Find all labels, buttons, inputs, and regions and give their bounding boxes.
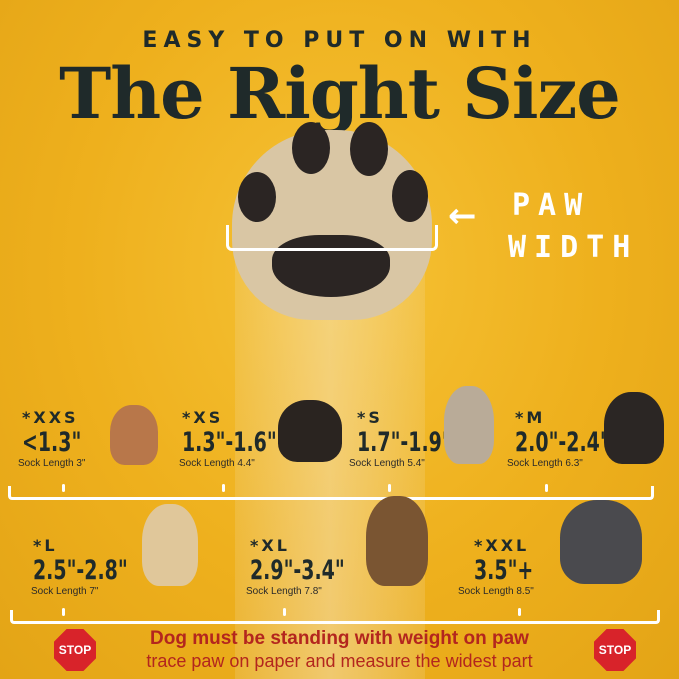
size-scale-row2: [10, 610, 660, 624]
toe-pad: [292, 122, 330, 174]
main-pad: [272, 235, 390, 297]
warning-line2: trace paw on paper and measure the wides…: [146, 651, 533, 671]
size-l: *L 2.5"-2.8" Sock Length 7": [31, 536, 154, 597]
size-xxs: *XXS <1.3" Sock Length 3": [18, 408, 98, 469]
tick: [545, 484, 548, 492]
size-range: 2.5"-2.8": [33, 555, 128, 586]
width-label: WIDTH: [508, 230, 639, 265]
sock-length: Sock Length 5.4": [349, 458, 425, 469]
size-label: *XL: [250, 536, 290, 555]
size-range: 2.0"-2.4": [515, 427, 610, 458]
paw-width-bracket: [226, 225, 438, 251]
stop-sign-icon: STOP: [594, 629, 636, 671]
dog-image-german-shepherd: [366, 496, 428, 586]
dog-image-chihuahua: [110, 405, 158, 465]
toe-pad: [350, 122, 388, 176]
toe-pad: [392, 170, 428, 222]
sock-length: Sock Length 3": [18, 458, 86, 469]
size-label: *XS: [182, 408, 224, 427]
size-s: *S 1.7"-1.9" Sock Length 5.4": [349, 408, 478, 469]
size-label: *L: [33, 536, 58, 555]
page-title: The Right Size: [59, 52, 621, 135]
kicker-text: EASY TO PUT ON WITH: [142, 28, 537, 53]
size-xxl: *XXL 3.5"+ Sock Length 8.5": [458, 536, 550, 597]
tick: [62, 608, 65, 616]
dog-image-golden-retriever: [142, 504, 198, 586]
stop-sign-icon: STOP: [54, 629, 96, 671]
size-label: *XXL: [474, 536, 530, 555]
size-scale-row1: [8, 486, 654, 500]
size-range: 2.9"-3.4": [250, 555, 345, 586]
dog-image-yorkie: [278, 400, 342, 462]
toe-pad: [238, 172, 276, 222]
size-label: *S: [357, 408, 383, 427]
arrow-left-icon: ←: [448, 196, 477, 236]
sock-length: Sock Length 6.3": [507, 458, 583, 469]
size-xl: *XL 2.9"-3.4" Sock Length 7.8": [246, 536, 371, 597]
size-label: *M: [515, 408, 546, 427]
dog-image-bernese: [604, 392, 664, 464]
size-range: 1.3"-1.6": [182, 427, 277, 458]
tick: [518, 608, 521, 616]
tick: [222, 484, 225, 492]
paw-image: [232, 122, 432, 320]
sock-length: Sock Length 8.5": [458, 586, 534, 597]
tick: [388, 484, 391, 492]
size-xs: *XS 1.3"-1.6" Sock Length 4.4": [179, 408, 303, 469]
tick: [62, 484, 65, 492]
size-range: 1.7"-1.9": [357, 427, 452, 458]
dog-image-french-bulldog: [444, 386, 494, 464]
size-range: <1.3": [22, 427, 82, 458]
sock-length: Sock Length 7.8": [246, 586, 322, 597]
dog-image-great-dane: [560, 500, 642, 584]
size-label: *XXS: [22, 408, 79, 427]
size-m: *M 2.0"-2.4" Sock Length 6.3": [507, 408, 636, 469]
tick: [283, 608, 286, 616]
warning-line1: Dog must be standing with weight on paw: [150, 628, 529, 649]
sock-length: Sock Length 7": [31, 586, 99, 597]
paw-label: PAW: [512, 188, 591, 223]
sock-length: Sock Length 4.4": [179, 458, 255, 469]
size-range: 3.5"+: [474, 555, 534, 586]
